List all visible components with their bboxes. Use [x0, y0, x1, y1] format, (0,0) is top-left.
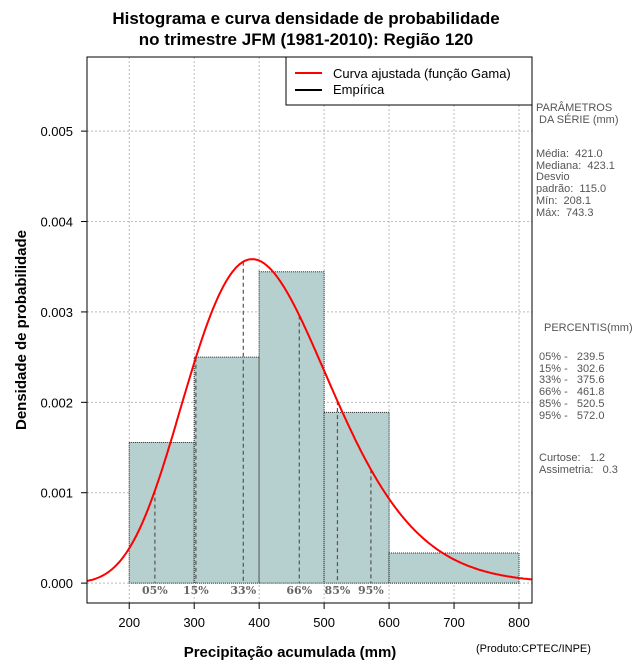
- histogram-bar: [128, 441, 195, 584]
- x-tick-label: 300: [183, 615, 205, 630]
- percentile-label: 85%: [325, 584, 351, 597]
- x-tick-label: 600: [378, 615, 400, 630]
- y-tick-label: 0.004: [40, 215, 73, 230]
- histogram-bar: [258, 271, 325, 584]
- y-tick-label: 0.003: [40, 305, 73, 320]
- percentile-label: 95%: [358, 584, 384, 597]
- parameters-stats: Média: 421.0 Mediana: 423.1 Desvio padrã…: [536, 148, 615, 219]
- percentiles-heading: PERCENTIS(mm): [544, 322, 633, 334]
- percentile-label: 05%: [142, 584, 168, 597]
- x-tick-label: 200: [118, 615, 140, 630]
- y-tick-label: 0.002: [40, 395, 73, 410]
- x-tick-label: 800: [508, 615, 530, 630]
- product-credit: (Produto:CPTEC/INPE): [476, 643, 591, 655]
- percentile-label: 33%: [230, 584, 256, 597]
- percentile-label: 15%: [183, 584, 209, 597]
- x-tick-label: 400: [248, 615, 270, 630]
- y-tick-label: 0.005: [40, 124, 73, 139]
- x-axis-title: Precipitação acumulada (mm): [184, 644, 397, 660]
- gamma-curve: [86, 258, 532, 582]
- shape-stats: Curtose: 1.2 Assimetria: 0.3: [539, 452, 618, 476]
- legend-label-empirical: Empírica: [333, 82, 385, 97]
- percentile-label: 66%: [286, 584, 312, 597]
- y-tick-label: 0.001: [40, 486, 73, 501]
- y-axis-title: Densidade de probabilidade: [13, 230, 30, 430]
- parameters-heading: PARÂMETROS DA SÉRIE (mm): [536, 102, 619, 126]
- y-tick-label: 0.000: [40, 576, 73, 591]
- x-tick-label: 500: [313, 615, 335, 630]
- x-tick-label: 700: [443, 615, 465, 630]
- chart-title-line1: Histograma e curva densidade de probabil…: [112, 9, 500, 28]
- chart-title-line2: no trimestre JFM (1981-2010): Região 120: [138, 30, 474, 49]
- histogram-bar: [388, 552, 520, 584]
- legend-label-curve: Curva ajustada (função Gama): [333, 66, 511, 81]
- histogram-bar: [323, 411, 390, 584]
- legend: Curva ajustada (função Gama) Empírica: [285, 56, 533, 106]
- percentiles-values: 05% - 239.5 15% - 302.6 33% - 375.6 66% …: [539, 351, 605, 422]
- histogram-bar: [193, 356, 260, 584]
